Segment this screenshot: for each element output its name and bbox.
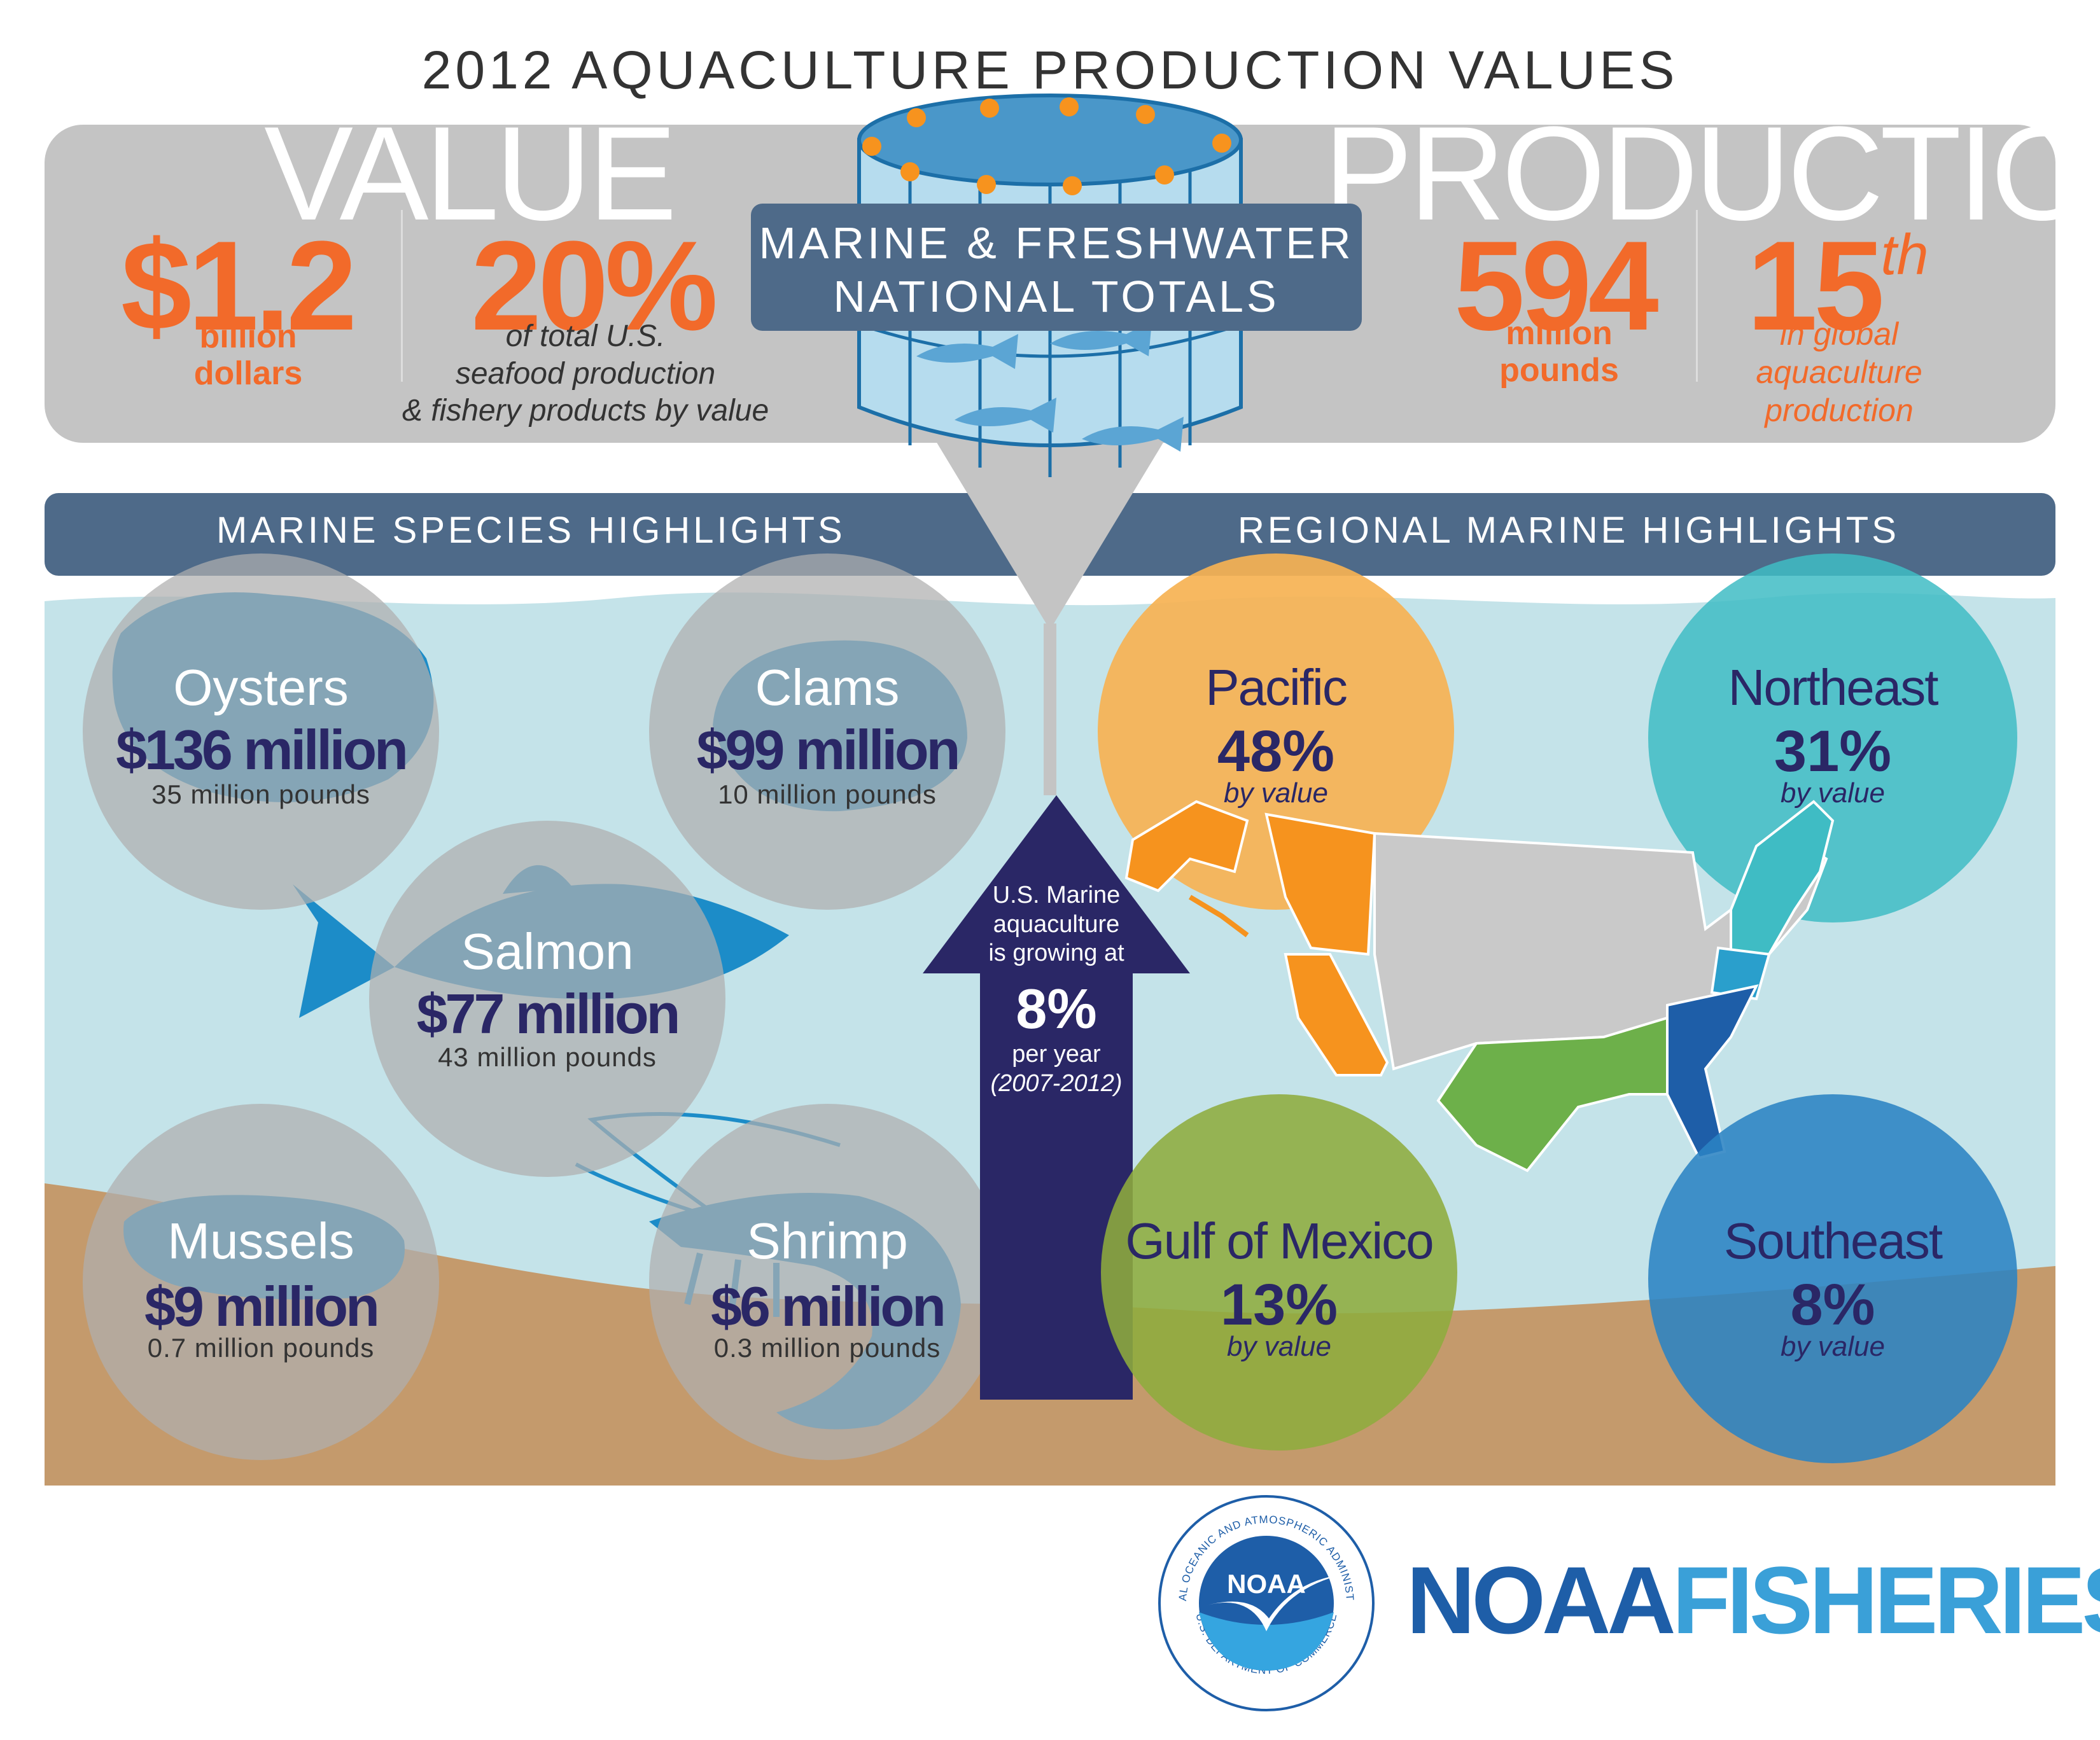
- california-shape: [1284, 953, 1389, 1076]
- gulf-circle: [1101, 1094, 1457, 1451]
- oysters-value: $136 million: [116, 718, 409, 781]
- pacific-northwest-shape: [1264, 812, 1376, 956]
- production-rank-line3: production: [1765, 393, 1914, 428]
- national-totals-label: MARINE & FRESHWATER NATIONAL TOTALS: [751, 216, 1362, 323]
- hawaii-shape: [1188, 894, 1249, 938]
- growth-line1: U.S. Marine: [992, 882, 1121, 908]
- southeast-percent: 8%: [1790, 1272, 1875, 1337]
- mussels-value: $9 million: [144, 1275, 380, 1338]
- clams-pounds: 10 million pounds: [718, 779, 937, 809]
- production-pounds-line2: pounds: [1499, 352, 1619, 389]
- gulf-name: Gulf of Mexico: [1125, 1213, 1434, 1269]
- value-percent-label: of total U.S. seafood production & fishe…: [375, 318, 795, 430]
- production-rank-line2: aquaculture: [1756, 354, 1922, 390]
- production-rank-suffix: th: [1880, 223, 1929, 287]
- national-totals-label-box: [751, 204, 1362, 331]
- us-map: [1124, 800, 1835, 1173]
- southeast-circle: [1648, 1094, 2017, 1463]
- value-heading: VALUE: [264, 99, 677, 248]
- production-rank: 15th: [1747, 223, 1929, 350]
- species-highlights-banner-label: MARINE SPECIES HIGHLIGHTS: [216, 510, 846, 551]
- wordmark-fisheries: FISHERIES: [1672, 1547, 2100, 1653]
- clams-value: $99 million: [696, 718, 961, 781]
- mussels-name: Mussels: [167, 1213, 354, 1269]
- pacific-percent: 48%: [1217, 719, 1335, 784]
- growth-arrow-text-lower: per year (2007-2012): [923, 1040, 1190, 1098]
- noaa-fisheries-wordmark: NOAAFISHERIES: [1406, 1552, 2100, 1648]
- funnel-stem: [1044, 623, 1056, 795]
- growth-line3: is growing at: [988, 940, 1124, 967]
- gulf-by-value: by value: [1227, 1331, 1331, 1362]
- regional-highlights-banner-label: REGIONAL MARINE HIGHLIGHTS: [1238, 510, 1900, 551]
- oysters-circle: [83, 553, 439, 910]
- value-billion-label-line1: billion: [199, 318, 297, 355]
- national-totals-line1: MARINE & FRESHWATER: [759, 218, 1354, 268]
- shrimp-pounds: 0.3 million pounds: [713, 1333, 941, 1363]
- northeast-circle: [1648, 553, 2017, 922]
- pacific-name: Pacific: [1205, 659, 1348, 716]
- pacific-by-value: by value: [1224, 777, 1328, 809]
- value-percent-line2: seafood production: [455, 356, 716, 391]
- production-rank-label: in global aquaculture production: [1725, 315, 1954, 429]
- salmon-name: Salmon: [461, 923, 634, 980]
- production-rank-number: 15: [1747, 215, 1884, 357]
- northeast-by-value: by value: [1781, 777, 1885, 809]
- gulf-states-shape: [1436, 1016, 1669, 1173]
- national-totals-line2: NATIONAL TOTALS: [833, 272, 1280, 321]
- clams-circle: [649, 553, 1005, 910]
- southeast-name: Southeast: [1723, 1213, 1943, 1269]
- value-billion-number: $1.2: [121, 215, 357, 357]
- value-percent-number: 20%: [471, 215, 718, 357]
- value-percent-line3: & fishery products by value: [402, 394, 769, 428]
- oysters-name: Oysters: [173, 659, 349, 716]
- oysters-pounds: 35 million pounds: [151, 779, 370, 809]
- value-divider: [401, 210, 403, 382]
- growth-arrow-text: U.S. Marine aquaculture is growing at: [923, 881, 1190, 968]
- shrimp-name: Shrimp: [746, 1213, 908, 1269]
- clams-name: Clams: [755, 659, 900, 716]
- northeast-states-shape: [1730, 800, 1835, 956]
- page-title: 2012 AQUACULTURE PRODUCTION VALUES: [421, 40, 1679, 100]
- northeast-percent: 31%: [1774, 719, 1892, 784]
- production-pounds-label: million pounds: [1464, 315, 1655, 389]
- growth-line2: aquaculture: [993, 910, 1120, 938]
- value-billion-label: billion dollars: [165, 318, 331, 392]
- growth-period: (2007-2012): [990, 1069, 1123, 1097]
- shrimp-circle: [649, 1104, 1005, 1460]
- noaa-seal-graphic: NATIONAL OCEANIC AND ATMOSPHERIC ADMINIS…: [1156, 1488, 1355, 1676]
- salmon-pounds: 43 million pounds: [438, 1042, 657, 1072]
- mussels-circle: [83, 1104, 439, 1460]
- growth-line4: per year: [1012, 1041, 1101, 1068]
- salmon-value: $77 million: [416, 982, 681, 1045]
- wordmark-noaa: NOAA: [1406, 1547, 1676, 1653]
- growth-rate: 8%: [1016, 977, 1097, 1040]
- shrimp-value: $6 million: [711, 1275, 946, 1338]
- northeast-name: Northeast: [1728, 659, 1939, 716]
- southeast-states-shape: [1666, 984, 1759, 1160]
- gulf-percent: 13%: [1220, 1272, 1338, 1337]
- salmon-circle: [369, 821, 725, 1177]
- alaska-shape: [1124, 800, 1249, 893]
- production-pounds-number: 594: [1454, 215, 1659, 357]
- value-billion-label-line2: dollars: [193, 355, 303, 393]
- production-rank-line1: in global: [1779, 316, 1899, 352]
- mussels-pounds: 0.7 million pounds: [147, 1333, 375, 1363]
- value-percent-line1: of total U.S.: [505, 319, 666, 353]
- southeast-by-value: by value: [1781, 1331, 1885, 1362]
- seal-badge-text: NOAA: [1227, 1569, 1306, 1599]
- production-divider: [1696, 210, 1698, 382]
- production-heading: PRODUCTION: [1324, 99, 2100, 248]
- production-pounds-line1: million: [1506, 315, 1613, 352]
- noaa-seal-icon: NATIONAL OCEANIC AND ATMOSPHERIC ADMINIS…: [1156, 1488, 1375, 1711]
